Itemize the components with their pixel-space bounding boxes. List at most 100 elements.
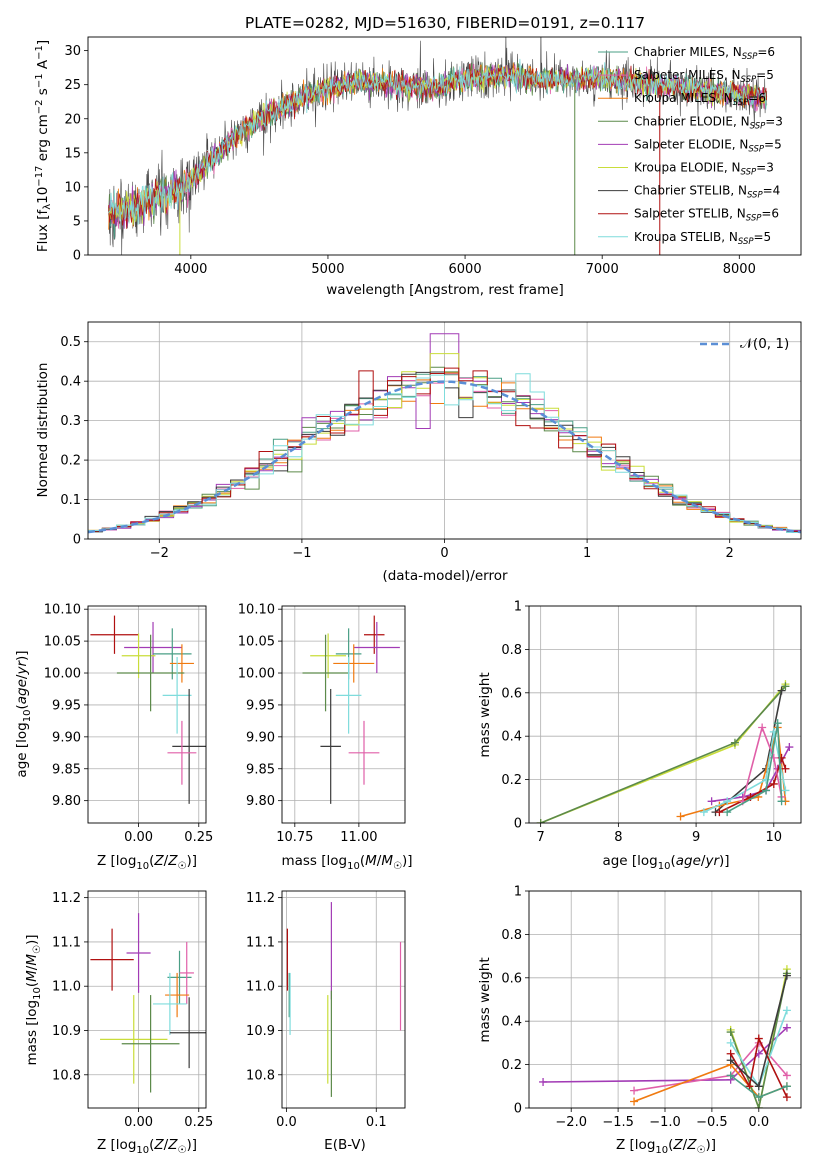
- y-axis-label: Normed distribution: [35, 363, 51, 498]
- y-tick-label: 0.4: [501, 730, 522, 745]
- y-tick-label: 0.1: [60, 493, 81, 508]
- weight-marker: [715, 808, 724, 817]
- legend-entry: Chabrier STELIB, NSSP=4: [634, 184, 780, 201]
- gaussian-curve: [88, 380, 801, 534]
- y-tick-label: 10.10: [44, 603, 81, 618]
- axes-weight_vs_Z: −2.0 −1.5 −1.0 −0.5 0.0 0 0.2 0.4 0.6 0.8 1: [501, 885, 802, 1130]
- weight-marker: [723, 797, 732, 806]
- legend-entry: 𝒩(0, 1): [740, 336, 789, 352]
- y-tick-label: 9.90: [52, 730, 81, 745]
- y-tick-label: 1: [514, 600, 522, 615]
- axes-spectrum: 4000 5000 6000 7000 8000 0 5 10 15 20 25 30: [64, 36, 802, 277]
- y-tick-label: 10.8: [246, 1068, 275, 1083]
- weight-marker: [730, 738, 739, 747]
- plot-area: [108, 37, 768, 255]
- x-tick-label: −2.0: [555, 1115, 587, 1130]
- y-axis-label: mass weight: [477, 672, 493, 757]
- weight-marker: [781, 764, 790, 773]
- weight-marker: [782, 1082, 791, 1091]
- y-tick-label: 0.6: [501, 686, 522, 701]
- weight-marker: [707, 797, 716, 806]
- x-axis-label: Z [log10(Z/Z☉)]: [616, 1137, 716, 1156]
- x-tick-label: 6000: [449, 262, 482, 277]
- x-axis-label: Z [log10(Z/Z☉)]: [97, 1137, 197, 1156]
- y-axis-label: age [log10(age/yr)]: [14, 650, 33, 777]
- y-tick-label: 10.8: [52, 1068, 81, 1083]
- weight-marker: [782, 971, 791, 980]
- axes-frame: [281, 890, 406, 1109]
- y-tick-label: 15: [64, 146, 81, 161]
- plot-area: [286, 902, 402, 1097]
- y-tick-label: 10.05: [238, 635, 275, 650]
- y-tick-label: 0: [514, 817, 522, 832]
- legend-entry: Kroupa MILES, NSSP=6: [634, 91, 766, 108]
- weight-marker: [676, 812, 685, 821]
- x-tick-label: −2: [150, 546, 169, 561]
- y-tick-label: 9.85: [246, 762, 275, 777]
- y-tick-label: 0.2: [501, 1058, 522, 1073]
- axes-frame: [87, 36, 802, 256]
- x-axis-label: Z [log10(Z/Z☉)]: [97, 853, 197, 872]
- x-tick-label: 0.25: [184, 830, 213, 845]
- y-tick-label: 10: [64, 180, 81, 195]
- weight-marker: [777, 797, 786, 806]
- x-tick-label: 2: [726, 546, 734, 561]
- y-tick-label: 10.05: [44, 635, 81, 650]
- x-tick-label: 10: [766, 830, 783, 845]
- histogram-series-8: [88, 373, 801, 533]
- weight-marker: [754, 1093, 763, 1102]
- x-tick-label: 0.00: [124, 830, 153, 845]
- histogram-series-5: [88, 353, 801, 533]
- x-tick-label: −1.0: [649, 1115, 681, 1130]
- y-tick-label: 25: [64, 78, 81, 93]
- x-axis-label: (data-model)/error: [382, 568, 508, 584]
- axes-frame: [528, 605, 802, 824]
- x-tick-label: 0.25: [184, 1115, 213, 1130]
- y-tick-label: 11.2: [52, 891, 81, 906]
- weight-marker: [536, 819, 545, 823]
- legend-entry: Salpeter STELIB, NSSP=6: [634, 207, 779, 224]
- axes-frame: [281, 605, 406, 824]
- x-tick-label: 7000: [586, 262, 619, 277]
- legend-entry: Chabrier MILES, NSSP=6: [634, 45, 775, 62]
- legend-entry: Chabrier ELODIE, NSSP=3: [634, 114, 783, 131]
- y-tick-label: 11.1: [246, 935, 275, 950]
- y-tick-label: 9.90: [246, 730, 275, 745]
- weight-marker: [777, 686, 786, 695]
- x-tick-label: 0.00: [124, 1115, 153, 1130]
- plot-area: [90, 913, 206, 1093]
- axes-frame: [87, 605, 207, 824]
- x-tick-label: 8000: [723, 262, 756, 277]
- weight-marker: [630, 1086, 639, 1095]
- y-tick-label: 0.5: [60, 335, 81, 350]
- axes-mass_vs_Z: 0.00 0.25 10.8 10.9 11.0 11.1 11.2: [52, 890, 213, 1130]
- y-tick-label: 20: [64, 112, 81, 127]
- y-tick-label: 9.95: [52, 698, 81, 713]
- x-tick-label: 0.0: [276, 1115, 297, 1130]
- spectrum-series-8: [108, 58, 768, 225]
- x-axis-label: age [log10(age/yr)]: [602, 853, 729, 872]
- weight-marker: [781, 786, 790, 795]
- legend-entry: Salpeter MILES, NSSP=5: [634, 68, 774, 85]
- y-tick-label: 11.1: [52, 935, 81, 950]
- weight-line-7: [730, 1036, 788, 1098]
- axes-residuals: −2 −1 0 1 2 0 0.1 0.2 0.3 0.4 0.5: [60, 321, 802, 561]
- y-tick-label: 0: [73, 533, 81, 548]
- y-tick-label: 10.9: [52, 1024, 81, 1039]
- y-tick-label: 0.6: [501, 971, 522, 986]
- axes-weight_vs_age: 7 8 9 10 0 0.2 0.4 0.6 0.8 1: [501, 600, 802, 845]
- legend-entry: Kroupa ELODIE, NSSP=3: [634, 161, 774, 178]
- y-tick-label: 10.00: [44, 667, 81, 682]
- weight-marker: [785, 743, 794, 752]
- plot-area: [536, 680, 794, 823]
- plot-area: [302, 615, 400, 804]
- plot-area: [90, 615, 206, 804]
- x-tick-label: −1: [292, 546, 311, 561]
- x-tick-label: 10.75: [276, 830, 313, 845]
- plot-area: [88, 333, 801, 534]
- y-tick-label: 0.8: [501, 643, 522, 658]
- x-tick-label: −0.5: [696, 1115, 728, 1130]
- weight-marker: [769, 779, 778, 788]
- weight-line-5: [540, 683, 787, 823]
- weight-marker: [699, 808, 708, 817]
